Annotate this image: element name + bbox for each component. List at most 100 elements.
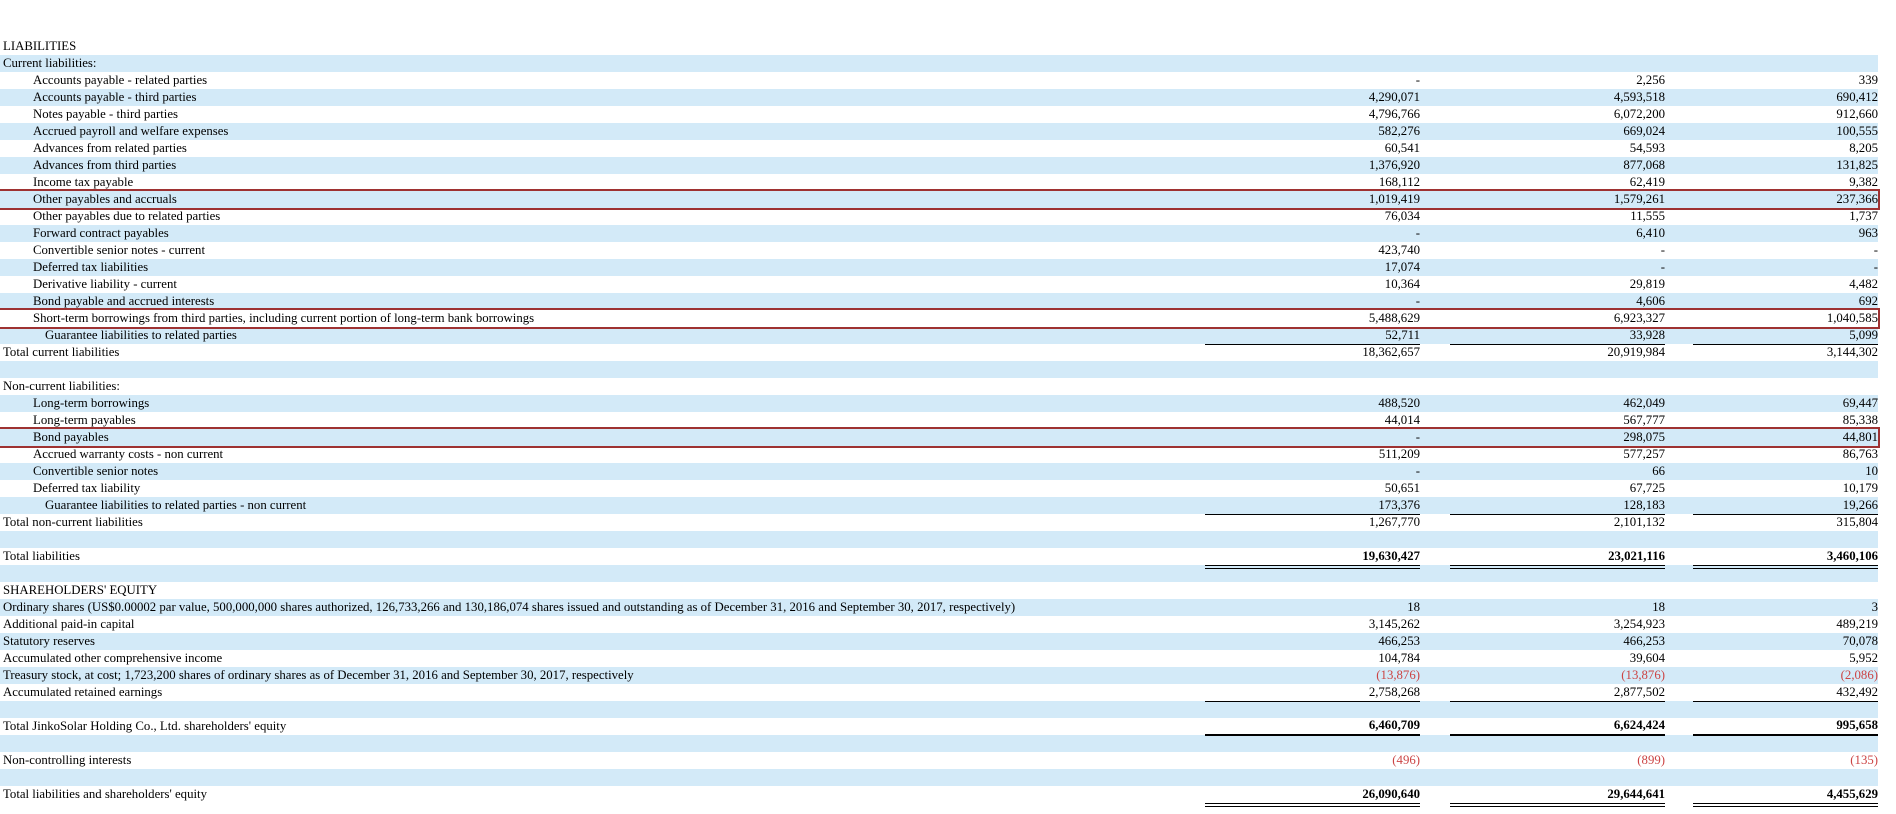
value-text: 26,090,640	[1205, 786, 1420, 807]
value-text: 67,725	[1629, 481, 1665, 495]
value-cell: 85,338	[1665, 412, 1878, 429]
value-cell: 39,604	[1420, 650, 1665, 667]
row-label: Non-current liabilities:	[3, 379, 120, 393]
table-row: Deferred tax liability 50,651 67,725 10,179	[0, 480, 1878, 497]
value-cell: 582,276	[1143, 123, 1420, 140]
value-cell	[1143, 361, 1420, 378]
table-row: Accumulated retained earnings 2,758,268 2,…	[0, 684, 1878, 702]
table-row: Accumulated other comprehensive income 10…	[0, 650, 1878, 667]
table-row: Deferred tax liabilities 17,074 - -	[0, 259, 1878, 276]
value-text: 66	[1652, 464, 1665, 478]
value-text: 669,024	[1623, 124, 1665, 138]
value-cell: 100,555	[1665, 123, 1878, 140]
value-cell: 1,737	[1665, 208, 1878, 225]
value-cell: 18	[1143, 599, 1420, 616]
value-cell: 70,078	[1665, 633, 1878, 650]
row-label: SHAREHOLDERS' EQUITY	[3, 583, 158, 597]
value-cell: 66	[1420, 463, 1665, 480]
value-text: 3,254,923	[1613, 617, 1665, 631]
value-text: 39,604	[1629, 651, 1665, 665]
value-cell	[1665, 735, 1878, 752]
value-text: 6,460,709	[1205, 717, 1420, 736]
value-text: 33,928	[1450, 327, 1665, 345]
value-text: 19,630,427	[1205, 548, 1420, 569]
total-row: Total liabilities 19,630,427 23,021,116 3,4…	[0, 548, 1878, 569]
row-label: Deferred tax liability	[33, 481, 141, 495]
value-text: 2,101,132	[1613, 515, 1665, 529]
value-text: 2,877,502	[1450, 684, 1665, 702]
value-text: 1,376,920	[1368, 158, 1420, 172]
value-text: -	[1415, 430, 1420, 444]
value-cell: 1,376,920	[1143, 157, 1420, 174]
value-text: 3,145,262	[1368, 617, 1420, 631]
value-text: 577,257	[1623, 447, 1665, 461]
table-row: Guarantee liabilities to related parties…	[0, 497, 1878, 515]
value-cell: 50,651	[1143, 480, 1420, 497]
value-cell: -	[1143, 463, 1420, 480]
value-cell: 131,825	[1665, 157, 1878, 174]
value-cell: 18	[1420, 599, 1665, 616]
value-cell: 54,593	[1420, 140, 1665, 157]
table-row	[0, 361, 1878, 378]
value-text: 128,183	[1450, 497, 1665, 515]
value-cell: 76,034	[1143, 208, 1420, 225]
value-cell: 29,644,641	[1420, 786, 1665, 807]
value-cell	[1143, 701, 1420, 718]
value-text: 432,492	[1693, 684, 1878, 702]
value-text: 1,579,261	[1613, 192, 1665, 206]
value-cell: (496)	[1143, 752, 1420, 769]
value-text: 690,412	[1836, 90, 1878, 104]
value-cell	[1143, 582, 1420, 599]
value-cell: 52,711	[1143, 327, 1420, 345]
table-row: Advances from third parties 1,376,920 877,…	[0, 157, 1878, 174]
value-text: 29,644,641	[1450, 786, 1665, 807]
value-cell: 4,796,766	[1143, 106, 1420, 123]
value-cell	[1420, 582, 1665, 599]
row-label: Total non-current liabilities	[3, 515, 143, 529]
value-cell: 9,382	[1665, 174, 1878, 191]
value-cell	[1143, 531, 1420, 548]
value-text: -	[1415, 464, 1420, 478]
value-cell: 2,256	[1420, 72, 1665, 89]
value-cell: 3,144,302	[1665, 344, 1878, 361]
value-text: 19,266	[1693, 497, 1878, 515]
value-cell	[1143, 735, 1420, 752]
row-label: Total current liabilities	[3, 345, 120, 359]
value-cell: 10	[1665, 463, 1878, 480]
row-label: Total JinkoSolar Holding Co., Ltd. share…	[3, 719, 287, 733]
value-text: 9,382	[1849, 175, 1878, 189]
value-cell: -	[1143, 72, 1420, 89]
row-label: Bond payables	[33, 430, 109, 444]
value-text: 3,460,106	[1693, 548, 1878, 569]
value-cell: 3,145,262	[1143, 616, 1420, 633]
value-text: 173,376	[1205, 497, 1420, 515]
value-text: 18	[1652, 600, 1665, 614]
row-label: Accounts payable - third parties	[33, 90, 197, 104]
value-text: 104,784	[1378, 651, 1420, 665]
value-cell: 690,412	[1665, 89, 1878, 106]
row-label: Statutory reserves	[3, 634, 96, 648]
value-text: 3,144,302	[1826, 345, 1878, 359]
value-cell: 104,784	[1143, 650, 1420, 667]
value-cell	[1665, 361, 1878, 378]
value-cell: 6,410	[1420, 225, 1665, 242]
value-cell: 963	[1665, 225, 1878, 242]
value-cell: 18,362,657	[1143, 344, 1420, 361]
value-cell: 237,366	[1665, 191, 1878, 208]
value-cell	[1143, 55, 1420, 72]
row-label: Accumulated other comprehensive income	[3, 651, 223, 665]
value-cell	[1143, 38, 1420, 55]
row-label: Accumulated retained earnings	[3, 685, 163, 699]
value-cell: 4,455,629	[1665, 786, 1878, 807]
value-cell: -	[1420, 259, 1665, 276]
value-cell: 423,740	[1143, 242, 1420, 259]
row-label: Total liabilities and shareholders' equi…	[3, 787, 207, 801]
value-text: -	[1415, 73, 1420, 87]
value-text: 4,482	[1849, 277, 1878, 291]
value-cell: 489,219	[1665, 616, 1878, 633]
value-text: 567,777	[1623, 413, 1665, 427]
value-text: 62,419	[1629, 175, 1665, 189]
table-row: Accrued warranty costs - non current 511,…	[0, 446, 1878, 463]
row-label: Notes payable - third parties	[33, 107, 178, 121]
value-cell: 315,804	[1665, 514, 1878, 531]
